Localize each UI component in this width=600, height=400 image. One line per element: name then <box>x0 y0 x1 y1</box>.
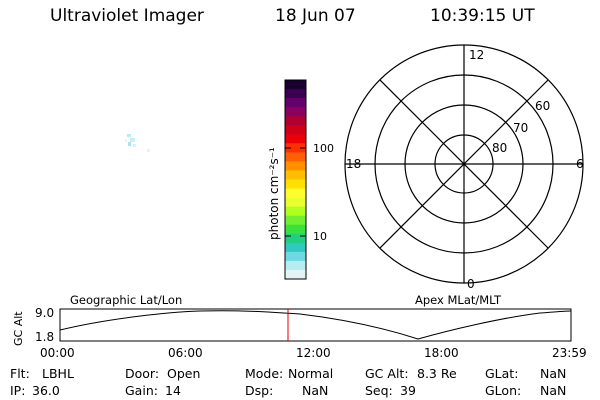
observation-time: 10:39:15 UT <box>430 6 535 26</box>
colorbar-band <box>285 170 306 181</box>
gain-value: 14 <box>165 383 181 398</box>
mlat-label-80: 80 <box>492 141 507 155</box>
colorbar-tick-label-100: 100 <box>313 142 334 155</box>
gc-alt-label: GC Alt: <box>365 366 409 381</box>
colorbar-ticks <box>285 147 306 237</box>
gain-label: Gain: <box>125 383 158 398</box>
colorbar-band <box>285 269 306 280</box>
header: Ultraviolet Imager 18 Jun 07 10:39:15 UT <box>0 6 600 30</box>
mlt-label-18: 18 <box>346 157 361 171</box>
glat-value: NaN <box>540 366 567 381</box>
x-tick-1200: 12:00 <box>296 346 331 360</box>
colorbar-band <box>285 89 306 99</box>
flt-label: Flt: <box>10 366 30 381</box>
colorbar-band <box>285 242 306 253</box>
colorbar-band <box>285 125 306 135</box>
colorbar-band <box>285 161 306 172</box>
glon-field: GLon: NaN <box>485 383 566 398</box>
status-footer: Flt: LBHL Door: Open Mode: Normal GC Alt… <box>0 364 600 400</box>
dsp-label: Dsp: <box>245 383 274 398</box>
glon-label: GLon: <box>485 383 522 398</box>
uv-image-specks <box>125 134 150 152</box>
timeline-right-label: Apex MLat/MLT <box>415 293 502 307</box>
colorbar-band <box>285 143 306 153</box>
seq-field: Seq: 39 <box>365 383 416 398</box>
colorbar-band <box>285 197 306 208</box>
glat-label: GLat: <box>485 366 519 381</box>
flt-field: Flt: LBHL <box>10 366 74 381</box>
colorbar-band <box>285 98 306 108</box>
flt-value: LBHL <box>42 366 74 381</box>
ip-field: IP: 36.0 <box>10 383 60 398</box>
dsp-value: NaN <box>302 383 329 398</box>
colorbar-band <box>285 179 306 190</box>
colorbar <box>285 80 306 280</box>
dsp-field: Dsp: NaN <box>245 383 328 398</box>
colorbar-band <box>285 215 306 226</box>
ip-value: 36.0 <box>32 383 60 398</box>
mlt-label-6: 6 <box>576 157 584 171</box>
mode-field: Mode: Normal <box>245 366 333 381</box>
seq-value: 39 <box>400 383 416 398</box>
x-tick-2359: 23:59 <box>552 346 587 360</box>
mode-value: Normal <box>288 366 334 381</box>
colorbar-band <box>285 206 306 217</box>
polar-grid <box>344 44 584 284</box>
mlat-label-60: 60 <box>535 99 550 113</box>
timeline-left-label: Geographic Lat/Lon <box>70 293 182 307</box>
altitude-curve <box>59 310 572 340</box>
colorbar-band <box>285 224 306 235</box>
x-tick-0600: 06:00 <box>168 346 203 360</box>
colorbar-band <box>285 233 306 244</box>
colorbar-band <box>285 188 306 199</box>
door-value: Open <box>167 366 201 381</box>
gc-alt-value: 8.3 Re <box>417 366 457 381</box>
mode-label: Mode: <box>245 366 284 381</box>
x-tick-0000: 00:00 <box>40 346 75 360</box>
ip-label: IP: <box>10 383 26 398</box>
colorbar-axis-label: photon cm⁻²s⁻¹ <box>267 147 281 240</box>
colorbar-tick-label-10: 10 <box>313 230 327 243</box>
door-label: Door: <box>125 366 160 381</box>
colorbar-band <box>285 116 306 126</box>
mlt-label-0: 0 <box>467 277 475 291</box>
plot-canvas: 100 10 photon cm⁻²s⁻¹ 12 6 0 18 60 70 80… <box>12 44 587 360</box>
y-axis-label: GC Alt <box>12 311 25 346</box>
y-tick-1-8: 1.8 <box>35 330 54 344</box>
glat-field: GLat: NaN <box>485 366 566 381</box>
colorbar-band <box>285 152 306 163</box>
observation-date: 18 Jun 07 <box>275 6 356 26</box>
colorbar-frame <box>284 79 307 280</box>
timeline-frame <box>59 308 572 342</box>
colorbar-band <box>285 260 306 271</box>
gc-alt-field: GC Alt: 8.3 Re <box>365 366 457 381</box>
instrument-title: Ultraviolet Imager <box>50 6 204 26</box>
polar-diagonal-2 <box>379 79 549 249</box>
colorbar-band <box>285 107 306 117</box>
y-tick-9: 9.0 <box>35 306 54 320</box>
glon-value: NaN <box>540 383 567 398</box>
gain-field: Gain: 14 <box>125 383 181 398</box>
colorbar-band <box>285 251 306 262</box>
x-tick-1800: 18:00 <box>424 346 459 360</box>
seq-label: Seq: <box>365 383 393 398</box>
mlt-label-12: 12 <box>469 48 484 62</box>
colorbar-band <box>285 80 306 90</box>
colorbar-band <box>285 134 306 144</box>
door-field: Door: Open <box>125 366 200 381</box>
mlat-label-70: 70 <box>513 121 528 135</box>
